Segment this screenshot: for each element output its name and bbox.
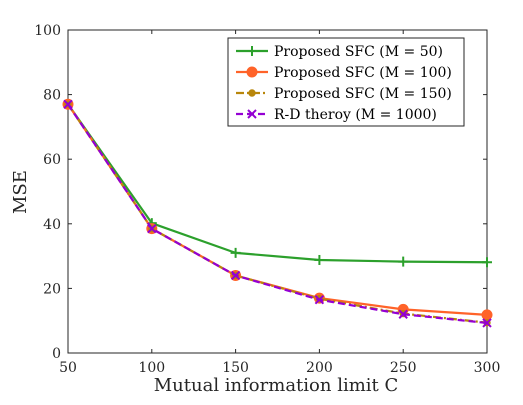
legend-marker bbox=[247, 109, 257, 119]
y-tick-label: 0 bbox=[52, 346, 61, 362]
data-point bbox=[481, 309, 493, 321]
data-point bbox=[63, 99, 73, 109]
x-tick-label: 150 bbox=[222, 360, 249, 376]
y-tick-label: 80 bbox=[43, 88, 61, 104]
legend-label: Proposed SFC (M = 100) bbox=[274, 65, 452, 81]
data-point bbox=[314, 294, 325, 305]
x-tick-label: 250 bbox=[390, 360, 417, 376]
x-axis-label: Mutual information limit C bbox=[154, 375, 399, 396]
y-tick-label: 20 bbox=[43, 281, 61, 297]
data-point bbox=[230, 247, 241, 258]
y-axis-label: MSE bbox=[10, 170, 31, 214]
legend-marker bbox=[246, 66, 258, 78]
legend-entry: R-D theroy (M = 1000) bbox=[236, 107, 437, 123]
axes: 50 100 150 200 250 300 0 20 40 60 80 100 bbox=[34, 23, 500, 376]
data-point bbox=[398, 256, 409, 267]
legend-entry: Proposed SFC (M = 150) bbox=[236, 86, 452, 102]
x-tick-label: 300 bbox=[474, 360, 501, 376]
data-point bbox=[230, 270, 241, 281]
axes-box bbox=[67, 29, 488, 354]
x-tick-label: 100 bbox=[138, 360, 165, 376]
legend-marker bbox=[248, 89, 256, 97]
data-point bbox=[398, 309, 408, 319]
y-tick-label: 60 bbox=[43, 152, 61, 168]
legend-label: Proposed SFC (M = 150) bbox=[274, 86, 452, 102]
series-line bbox=[67, 103, 488, 325]
legend-marker bbox=[247, 46, 257, 56]
legend-box bbox=[227, 37, 465, 127]
y-tick-label: 40 bbox=[43, 217, 61, 233]
legend: Proposed SFC (M = 50) Proposed SFC (M = 1… bbox=[227, 37, 465, 127]
data-point bbox=[482, 318, 492, 328]
x-tick-label: 200 bbox=[306, 360, 333, 376]
series-layer bbox=[62, 98, 493, 328]
legend-label: Proposed SFC (M = 50) bbox=[274, 44, 443, 60]
series-4 bbox=[63, 99, 492, 328]
data-point bbox=[314, 254, 325, 265]
legend-entry: Proposed SFC (M = 50) bbox=[236, 44, 443, 60]
data-point bbox=[147, 223, 157, 234]
series-line bbox=[67, 103, 488, 264]
data-point bbox=[482, 257, 492, 268]
y-tick-label: 100 bbox=[34, 23, 61, 39]
legend-entry: Proposed SFC (M = 100) bbox=[236, 65, 452, 81]
legend-label: R-D theroy (M = 1000) bbox=[274, 107, 437, 123]
x-tick-label: 50 bbox=[59, 360, 77, 376]
